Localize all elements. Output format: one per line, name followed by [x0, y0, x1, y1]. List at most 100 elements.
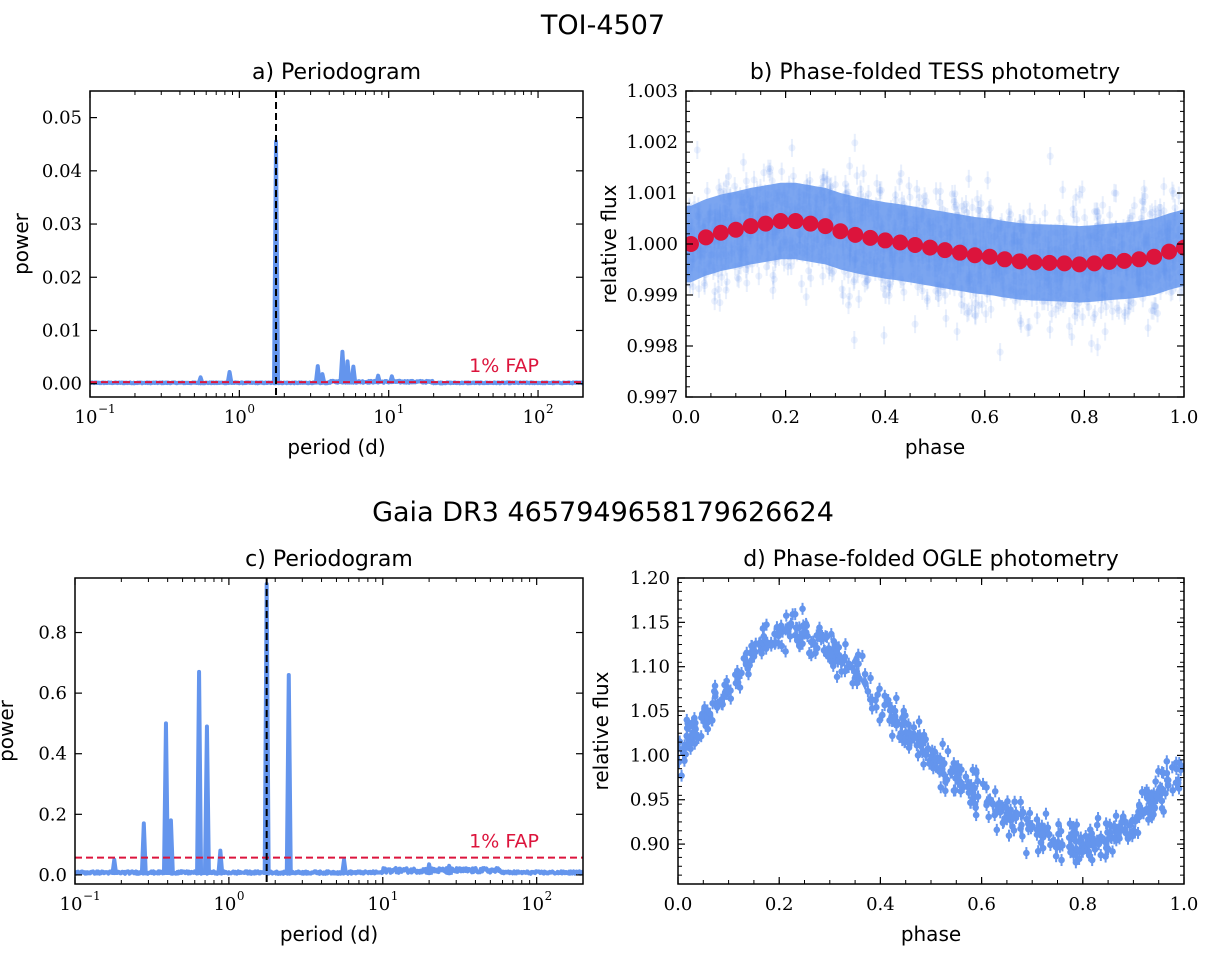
x-tick-label: 0.6: [967, 894, 996, 915]
flux-point: [734, 679, 742, 686]
flux-point: [879, 711, 886, 719]
flux-point: [1121, 312, 1129, 320]
flux-point: [898, 197, 906, 205]
flux-point: [886, 280, 894, 288]
y-tick-label: 0.95: [630, 790, 670, 811]
flux-point: [1088, 340, 1096, 348]
y-tick-label: 0.4: [38, 744, 67, 765]
flux-point: [1127, 297, 1135, 305]
flux-point: [738, 669, 745, 677]
flux-point: [975, 301, 983, 309]
flux-point: [778, 168, 786, 176]
flux-point: [1162, 790, 1169, 797]
flux-point: [1070, 211, 1078, 219]
flux-point: [1134, 829, 1142, 837]
flux-point: [813, 644, 821, 652]
flux-point: [1072, 830, 1080, 837]
flux-point: [936, 755, 944, 762]
flux-point: [863, 277, 871, 285]
flux-point: [1033, 311, 1041, 319]
flux-point: [760, 632, 768, 640]
flux-point: [1106, 821, 1114, 828]
flux-point: [819, 272, 827, 280]
flux-point: [1042, 810, 1050, 818]
flux-point: [820, 173, 828, 181]
flux-point: [971, 311, 979, 319]
flux-point: [691, 740, 699, 748]
flux-point: [768, 177, 776, 185]
flux-point: [1119, 814, 1127, 822]
flux-point: [974, 206, 982, 214]
flux-point: [1149, 307, 1157, 315]
periodogram-peak: [139, 821, 148, 875]
flux-point: [683, 716, 691, 724]
flux-point: [825, 267, 833, 275]
flux-point: [1112, 189, 1120, 197]
flux-point: [831, 181, 839, 189]
x-tick-label: 0.4: [871, 407, 900, 428]
flux-point: [1157, 209, 1165, 217]
flux-point: [1124, 307, 1132, 315]
flux-point: [948, 190, 956, 198]
flux-point: [993, 826, 1001, 834]
flux-point: [1073, 216, 1081, 224]
flux-point: [1097, 851, 1105, 859]
flux-point: [885, 291, 893, 299]
y-tick-label: 1.000: [626, 234, 678, 255]
panel-title: b) Phase-folded TESS photometry: [750, 60, 1120, 85]
flux-point: [934, 289, 942, 297]
panel-title: d) Phase-folded OGLE photometry: [743, 547, 1119, 572]
flux-point: [1085, 851, 1093, 859]
flux-point: [739, 158, 747, 166]
flux-point: [851, 139, 859, 147]
flux-point: [1115, 307, 1123, 315]
periodogram-peak: [166, 818, 175, 875]
flux-point: [742, 265, 750, 273]
flux-point: [685, 739, 693, 747]
flux-point: [807, 274, 815, 282]
y-tick-label: 0.03: [42, 214, 82, 235]
flux-point: [769, 271, 777, 279]
flux-point: [827, 649, 835, 657]
flux-point: [965, 308, 973, 316]
flux-point: [971, 299, 979, 307]
flux-point: [1072, 837, 1079, 845]
flux-point: [788, 144, 796, 152]
flux-point: [1172, 779, 1180, 787]
flux-point: [829, 662, 837, 670]
binned-point: [951, 244, 968, 261]
flux-point: [1052, 852, 1060, 860]
flux-point: [1158, 785, 1166, 792]
flux-point: [750, 176, 758, 184]
flux-point: [802, 293, 810, 301]
flux-point: [1171, 204, 1179, 212]
flux-point: [900, 288, 908, 296]
flux-point: [1110, 835, 1118, 842]
flux-point: [1093, 207, 1101, 215]
flux-point: [1155, 767, 1162, 775]
binned-point: [742, 218, 759, 235]
x-tick-label: 0.8: [1068, 894, 1097, 915]
flux-point: [791, 610, 799, 618]
flux-point: [973, 195, 981, 203]
flux-point: [910, 724, 918, 731]
flux-point: [1017, 320, 1025, 328]
flux-point: [716, 188, 724, 196]
flux-point: [841, 653, 849, 661]
flux-point: [732, 671, 739, 678]
flux-point: [1001, 815, 1008, 822]
flux-point: [827, 182, 835, 190]
y-tick-label: 1.002: [626, 132, 678, 153]
flux-point: [1018, 821, 1025, 829]
flux-point: [823, 177, 831, 185]
x-tick-label: 10: [367, 894, 390, 915]
flux-point: [921, 192, 929, 200]
binned-point: [1086, 255, 1103, 272]
periodogram-peak: [202, 724, 211, 875]
flux-point: [1067, 842, 1075, 850]
flux-point: [678, 738, 683, 745]
flux-point: [1106, 211, 1114, 219]
binned-point: [772, 213, 789, 230]
binned-point: [1161, 243, 1178, 260]
flux-point: [1007, 210, 1015, 218]
